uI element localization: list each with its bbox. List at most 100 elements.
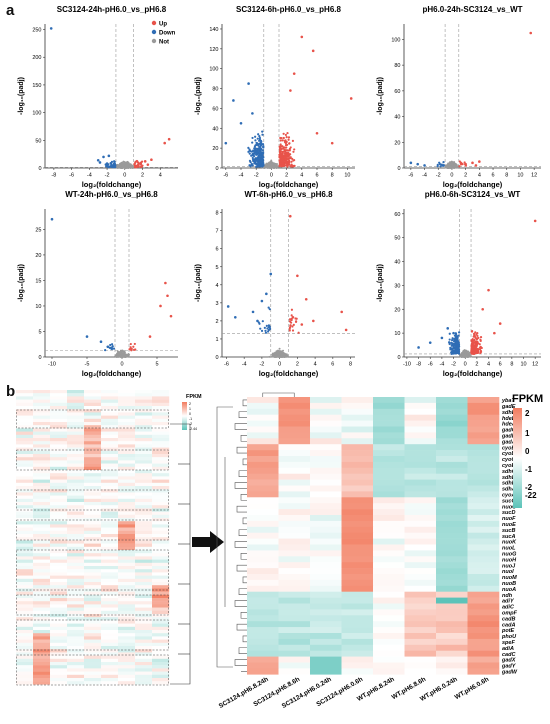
point-up <box>140 160 144 163</box>
mini-heatmap-cell <box>152 553 170 557</box>
mini-heatmap-cell <box>118 447 136 451</box>
point-up <box>282 136 285 140</box>
point-up <box>493 331 496 335</box>
mini-heatmap-cell <box>33 662 51 666</box>
mini-heatmap-cell <box>118 674 136 679</box>
mini-heatmap-cell <box>16 626 34 631</box>
point-down <box>106 345 110 349</box>
mini-heatmap-cell <box>67 422 85 426</box>
heatmap-cell <box>341 568 374 575</box>
mini-heatmap-cell <box>84 396 102 400</box>
point-down <box>255 141 258 145</box>
y-tick-label: 2 <box>215 319 218 325</box>
point-down <box>252 149 255 152</box>
y-tick-label: 0 <box>397 166 400 172</box>
heatmap-cell <box>373 662 405 669</box>
mini-heatmap-cell <box>16 505 34 509</box>
heatmap-cell <box>278 520 311 528</box>
mini-heatmap-cell <box>101 393 119 397</box>
mini-heatmap-cell <box>135 505 153 509</box>
point-not <box>280 351 283 354</box>
point-up <box>143 160 147 163</box>
mini-heatmap-cell <box>50 489 68 493</box>
point-up <box>134 348 137 351</box>
heatmap-cell <box>373 650 405 657</box>
point-up <box>129 347 133 350</box>
heatmap-cell <box>278 627 311 634</box>
mini-heatmap-cell <box>16 578 34 583</box>
point-up <box>291 164 295 167</box>
mini-heatmap-cell <box>84 614 102 618</box>
point-not <box>120 166 123 169</box>
point-up <box>288 320 292 323</box>
mini-heatmap-cell <box>16 569 34 573</box>
heatmap-cell <box>373 538 405 545</box>
mini-heatmap-cell <box>84 415 102 419</box>
mini-heatmap-cell <box>16 591 34 595</box>
mini-heatmap-cell <box>135 495 153 499</box>
heatmap-cell <box>467 509 500 516</box>
mini-heatmap-cell <box>67 623 85 627</box>
mini-heatmap-cell <box>84 434 102 439</box>
x-tick-label: 0 <box>450 173 453 179</box>
row-label: gadC <box>501 428 517 434</box>
heatmap-cell <box>278 473 311 480</box>
row-label: nuoI <box>502 569 514 575</box>
row-label: gadW <box>501 670 518 676</box>
mini-heatmap-cell <box>135 553 153 557</box>
heatmap-cell <box>467 515 500 522</box>
mini-heatmap-cell <box>118 466 136 471</box>
mini-heatmap-cell <box>33 495 51 499</box>
heatmap-cell <box>247 503 279 510</box>
heatmap-cell <box>310 408 342 415</box>
x-tick-label: 8 <box>510 362 513 368</box>
point-down <box>253 162 256 165</box>
x-tick-label: 4 <box>159 173 162 179</box>
point-down <box>258 149 261 153</box>
heatmap-cell <box>467 603 500 610</box>
mini-heatmap-cell <box>16 633 34 637</box>
mini-heatmap-cell <box>152 422 170 426</box>
mini-heatmap-cell <box>33 537 51 541</box>
mini-heatmap-cell <box>50 543 68 547</box>
row-label: nuoA <box>502 587 516 593</box>
mini-heatmap-cell <box>16 409 34 413</box>
heatmap-cell <box>341 426 374 433</box>
heatmap-cell <box>278 538 311 545</box>
point-down <box>110 343 114 346</box>
heatmap-cell <box>436 644 468 651</box>
heatmap-cell <box>247 515 279 522</box>
mini-heatmap-cell <box>84 518 102 522</box>
mini-heatmap-cell <box>101 639 119 643</box>
dendrogram-branch <box>234 659 247 666</box>
mini-heatmap-cell <box>118 425 136 429</box>
heatmap-cell <box>467 656 500 663</box>
mini-heatmap-cell <box>152 470 170 474</box>
heatmap-cell <box>467 627 500 634</box>
point-down <box>112 166 115 169</box>
point-down <box>451 337 454 340</box>
mini-colorbar <box>182 402 187 430</box>
heatmap-cell <box>247 621 279 628</box>
point-up <box>481 307 485 311</box>
mini-heatmap-cell <box>84 575 102 579</box>
mini-heatmap-cell <box>67 409 85 413</box>
x-tick-label: 2 <box>141 173 144 179</box>
mini-heatmap-cell <box>50 498 68 503</box>
mini-heatmap-cell <box>101 415 119 419</box>
heatmap-cell <box>467 473 500 480</box>
mini-heatmap-cell <box>152 607 170 611</box>
mini-heatmap-cell <box>50 591 68 595</box>
point-down <box>254 139 257 142</box>
mini-heatmap-cell <box>152 390 170 394</box>
mini-heatmap-cell <box>33 524 51 528</box>
mini-heatmap-cell <box>101 594 119 599</box>
mini-heatmap-cell <box>135 537 153 541</box>
heatmap-cell <box>341 644 374 651</box>
mini-heatmap-cell <box>16 607 34 611</box>
heatmap-cell <box>373 633 405 640</box>
mini-heatmap-cell <box>101 457 119 461</box>
mini-heatmap-cell <box>135 492 153 496</box>
mini-heatmap-cell <box>118 598 136 602</box>
heatmap-cell <box>404 568 437 575</box>
